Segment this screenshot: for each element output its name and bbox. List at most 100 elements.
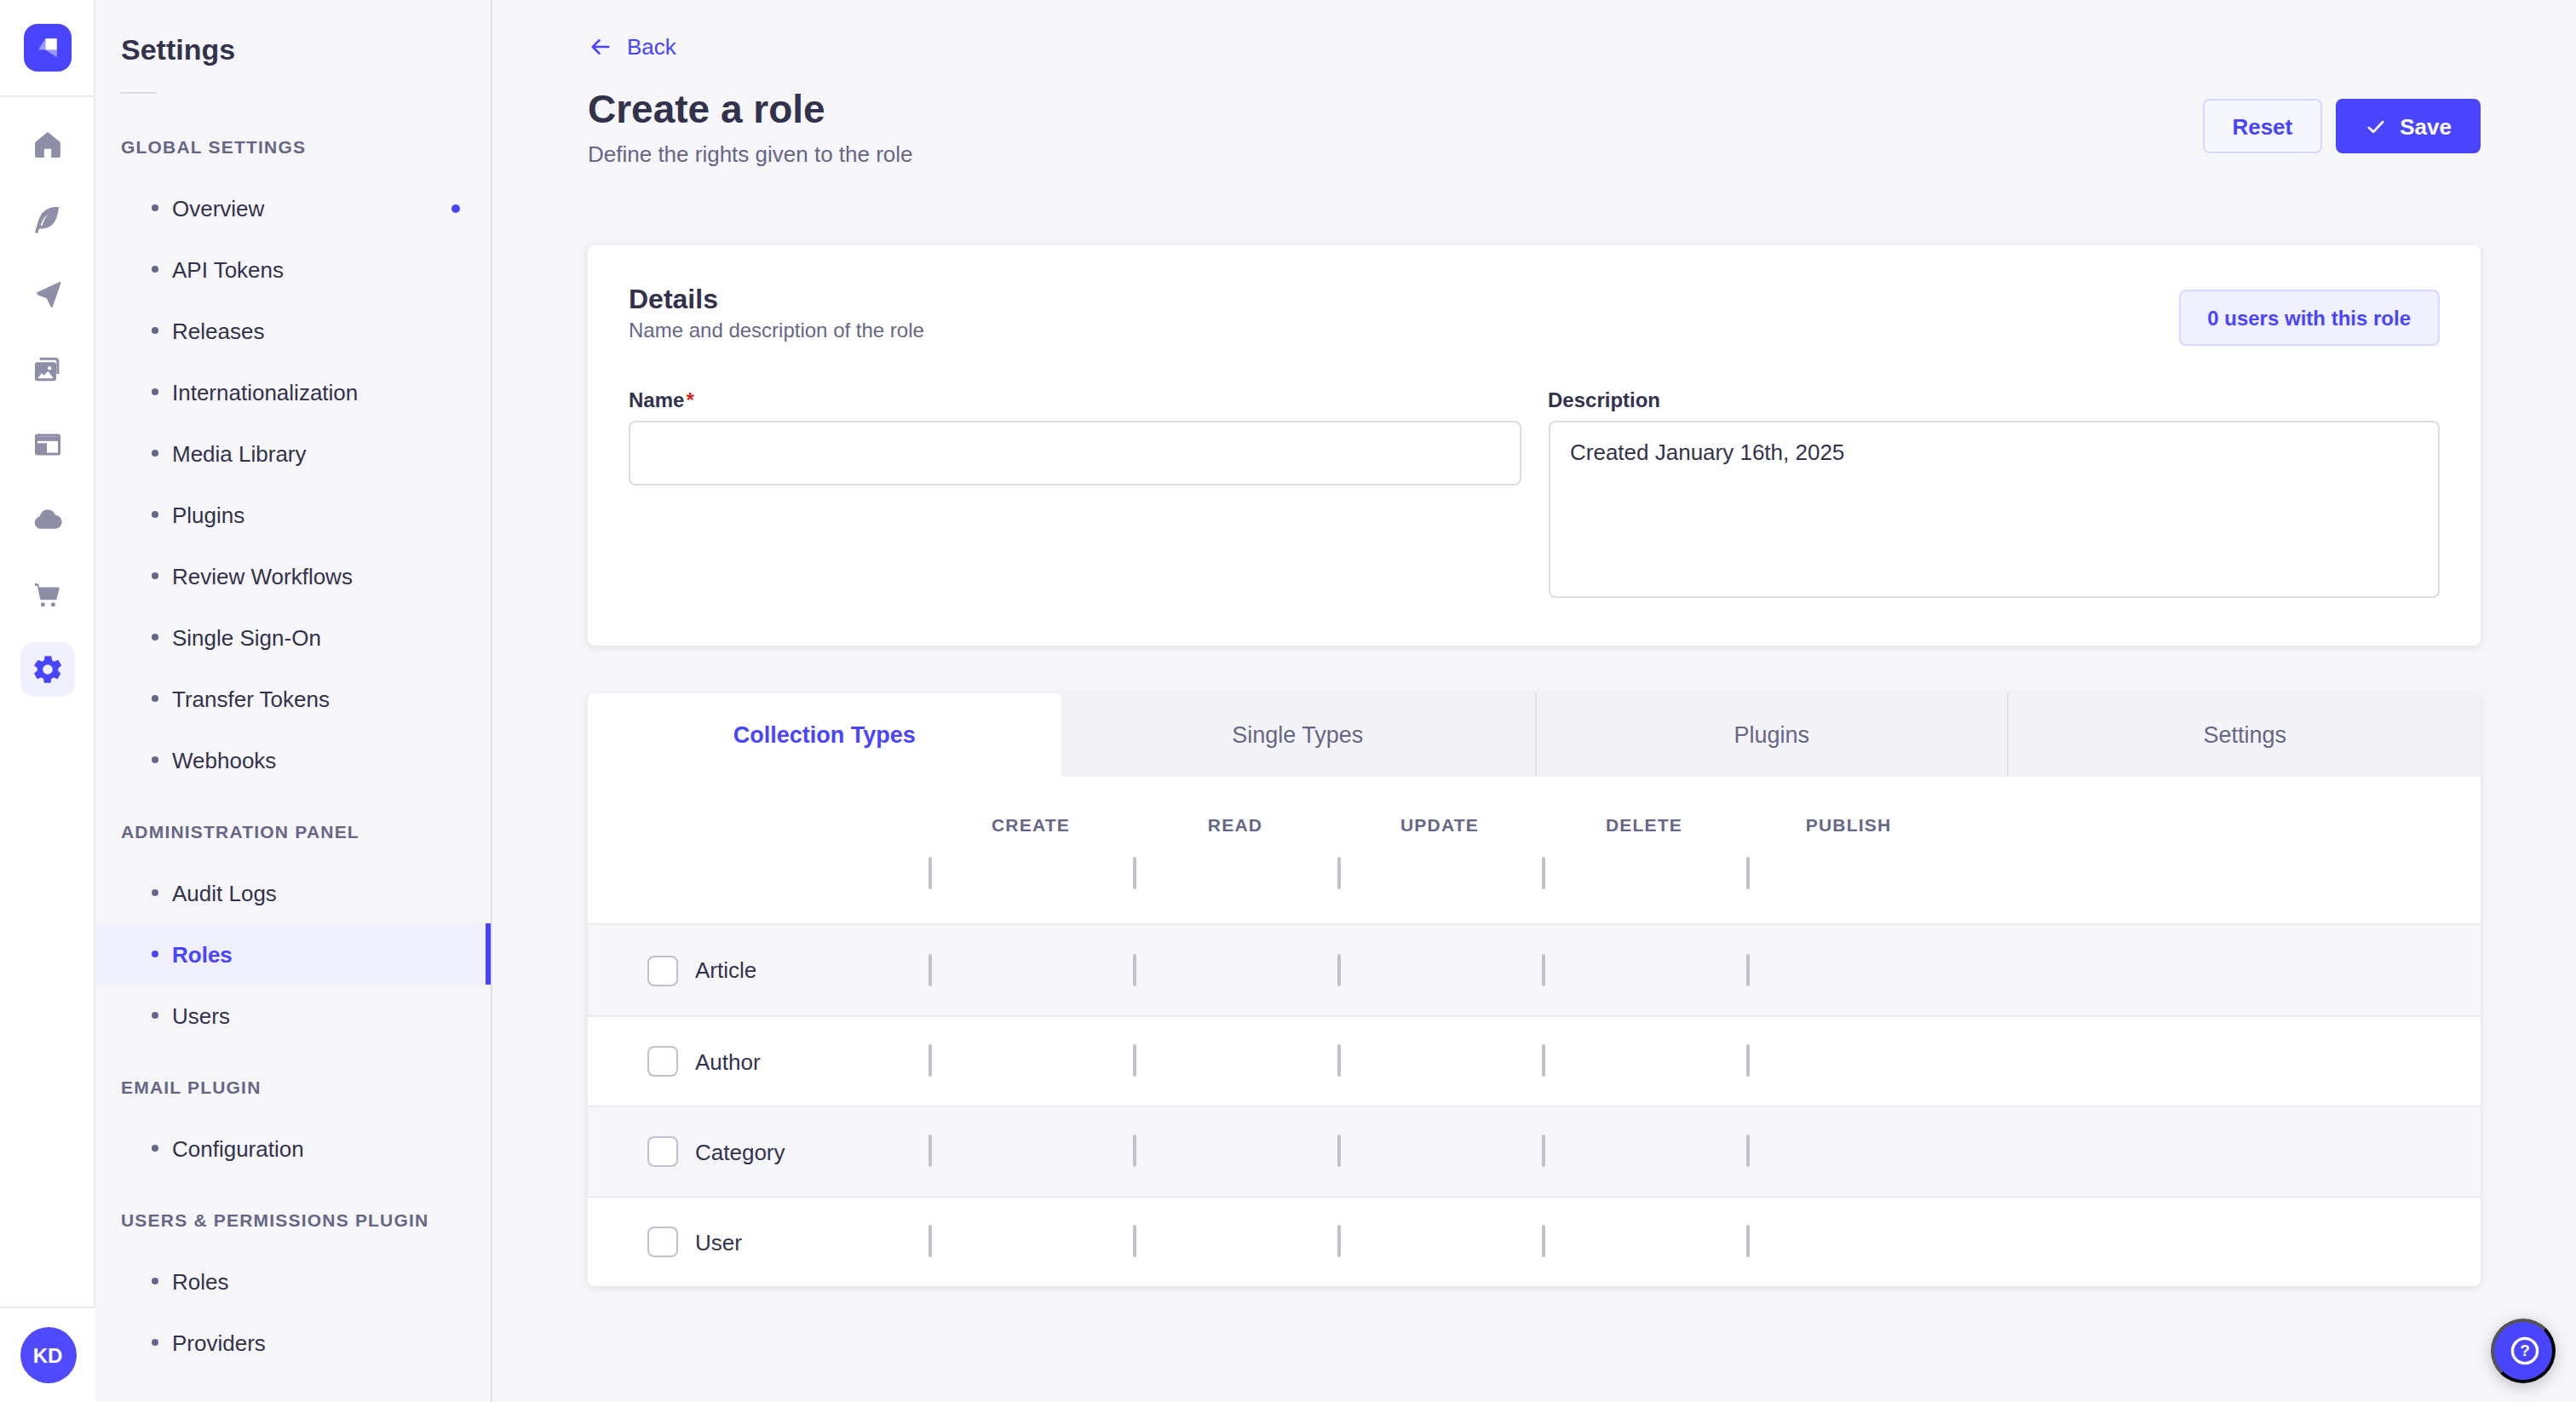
- rail-item-home[interactable]: [20, 118, 74, 172]
- sidebar-item-label: Audit Logs: [172, 880, 277, 905]
- sidebar-item-roles[interactable]: Roles: [95, 923, 491, 985]
- sidebar-item-internationalization[interactable]: Internationalization: [95, 361, 491, 422]
- save-button[interactable]: Save: [2335, 99, 2481, 153]
- category-publish-checkbox[interactable]: [1746, 1135, 1750, 1167]
- article-update-checkbox[interactable]: [1337, 953, 1341, 985]
- column-header-delete: DELETE: [1542, 814, 1746, 835]
- author-row-checkbox[interactable]: [647, 1046, 678, 1077]
- article-create-checkbox[interactable]: [929, 953, 932, 985]
- category-row-checkbox[interactable]: [647, 1136, 678, 1167]
- sidebar-item-media-library[interactable]: Media Library: [95, 422, 491, 484]
- select-all-row: [588, 859, 2481, 889]
- strapi-logo-icon[interactable]: [23, 24, 71, 72]
- user-read-checkbox[interactable]: [1133, 1225, 1136, 1257]
- home-icon: [30, 128, 64, 162]
- nav-section-label: ADMINISTRATION PANEL: [121, 821, 491, 842]
- bullet-icon: [152, 1012, 158, 1019]
- row-label: Category: [695, 1139, 785, 1164]
- rail-icon-list: [0, 118, 94, 697]
- avatar[interactable]: KD: [20, 1327, 76, 1383]
- permissions-tabs: Collection TypesSingle TypesPluginsSetti…: [588, 693, 2481, 777]
- sidebar-item-review-workflows[interactable]: Review Workflows: [95, 545, 491, 606]
- table-row-author: Author: [588, 1015, 2481, 1106]
- select-all-delete-checkbox[interactable]: [1542, 857, 1545, 889]
- category-delete-checkbox[interactable]: [1542, 1135, 1545, 1167]
- column-header-create: CREATE: [929, 814, 1133, 835]
- bullet-icon: [152, 889, 158, 896]
- rail-item-gear[interactable]: [20, 642, 74, 697]
- cloud-icon: [30, 503, 64, 537]
- user-update-checkbox[interactable]: [1337, 1225, 1341, 1257]
- author-publish-checkbox[interactable]: [1746, 1044, 1750, 1077]
- bullet-icon: [152, 327, 158, 334]
- select-all-create-checkbox[interactable]: [929, 857, 932, 889]
- sidebar-item-configuration[interactable]: Configuration: [95, 1118, 491, 1179]
- author-update-checkbox[interactable]: [1337, 1044, 1341, 1077]
- sidebar-item-label: Single Sign-On: [172, 624, 321, 650]
- author-read-checkbox[interactable]: [1133, 1044, 1136, 1077]
- sidebar-item-single-sign-on[interactable]: Single Sign-On: [95, 606, 491, 668]
- select-all-publish-checkbox[interactable]: [1746, 857, 1750, 889]
- select-all-update-checkbox[interactable]: [1337, 857, 1341, 889]
- reset-button[interactable]: Reset: [2203, 99, 2321, 153]
- description-label: Description: [1548, 388, 2440, 412]
- category-update-checkbox[interactable]: [1337, 1135, 1341, 1167]
- user-row-checkbox[interactable]: [647, 1227, 678, 1257]
- rail-item-feather[interactable]: [20, 192, 74, 247]
- article-row-checkbox[interactable]: [647, 955, 678, 985]
- sidebar-item-label: Users: [172, 1003, 230, 1028]
- row-label-cell: Category: [588, 1136, 929, 1167]
- article-publish-checkbox[interactable]: [1746, 953, 1750, 985]
- description-textarea[interactable]: Created January 16th, 2025: [1548, 421, 2440, 598]
- sidebar-item-audit-logs[interactable]: Audit Logs: [95, 862, 491, 923]
- article-read-checkbox[interactable]: [1133, 953, 1136, 985]
- rail-item-layout[interactable]: [20, 417, 74, 472]
- sidebar-item-api-tokens[interactable]: API Tokens: [95, 238, 491, 300]
- nav-list: RolesProviders: [95, 1250, 491, 1373]
- row-label: User: [695, 1229, 742, 1255]
- tab-collection-types[interactable]: Collection Types: [588, 693, 1061, 777]
- nav-section: ADMINISTRATION PANEL Audit Logs Roles Users: [95, 821, 491, 1046]
- rail-item-media[interactable]: [20, 342, 74, 397]
- sidebar-item-releases[interactable]: Releases: [95, 300, 491, 361]
- sidebar-item-webhooks[interactable]: Webhooks: [95, 729, 491, 790]
- description-field-group: Description Created January 16th, 2025: [1548, 388, 2440, 605]
- select-all-read-checkbox[interactable]: [1133, 857, 1136, 889]
- strapi-logo-glyph: [26, 27, 67, 68]
- name-label: Name*: [629, 388, 1521, 412]
- name-input[interactable]: [629, 421, 1521, 486]
- tab-settings[interactable]: Settings: [2008, 693, 2481, 777]
- users-with-role-button[interactable]: 0 users with this role: [2178, 290, 2440, 346]
- column-header-read: READ: [1133, 814, 1337, 835]
- back-link[interactable]: Back: [588, 34, 676, 60]
- help-button[interactable]: ?: [2491, 1319, 2556, 1383]
- media-icon: [30, 353, 64, 387]
- sidebar-item-users[interactable]: Users: [95, 985, 491, 1046]
- nav-section: USERS & PERMISSIONS PLUGINRolesProviders: [95, 1210, 491, 1373]
- sidebar-item-transfer-tokens[interactable]: Transfer Tokens: [95, 668, 491, 729]
- permissions-table: CREATEREADUPDATEDELETEPUBLISH ArticleAut…: [588, 777, 2481, 1286]
- details-title: Details: [629, 286, 2440, 313]
- user-publish-checkbox[interactable]: [1746, 1225, 1750, 1257]
- rail-item-send[interactable]: [20, 267, 74, 322]
- user-create-checkbox[interactable]: [929, 1225, 932, 1257]
- permissions-table-header: CREATEREADUPDATEDELETEPUBLISH: [588, 777, 2481, 925]
- sidebar-item-roles[interactable]: Roles: [95, 1250, 491, 1312]
- category-create-checkbox[interactable]: [929, 1135, 932, 1167]
- sidebar-item-providers[interactable]: Providers: [95, 1312, 491, 1373]
- tab-plugins[interactable]: Plugins: [1534, 693, 2008, 777]
- rail-item-cart[interactable]: [20, 567, 74, 622]
- sidebar-item-plugins[interactable]: Plugins: [95, 484, 491, 545]
- settings-sidebar-title: Settings: [121, 34, 491, 68]
- user-delete-checkbox[interactable]: [1542, 1225, 1545, 1257]
- rail-bottom: KD: [0, 1307, 95, 1402]
- sidebar-item-overview[interactable]: Overview: [95, 177, 491, 238]
- author-delete-checkbox[interactable]: [1542, 1044, 1545, 1077]
- main-nav-rail: KD: [0, 0, 95, 1402]
- article-delete-checkbox[interactable]: [1542, 953, 1545, 985]
- author-create-checkbox[interactable]: [929, 1044, 932, 1077]
- sidebar-item-label: Plugins: [172, 502, 244, 527]
- category-read-checkbox[interactable]: [1133, 1135, 1136, 1167]
- rail-item-cloud[interactable]: [20, 492, 74, 547]
- tab-single-types[interactable]: Single Types: [1061, 693, 1535, 777]
